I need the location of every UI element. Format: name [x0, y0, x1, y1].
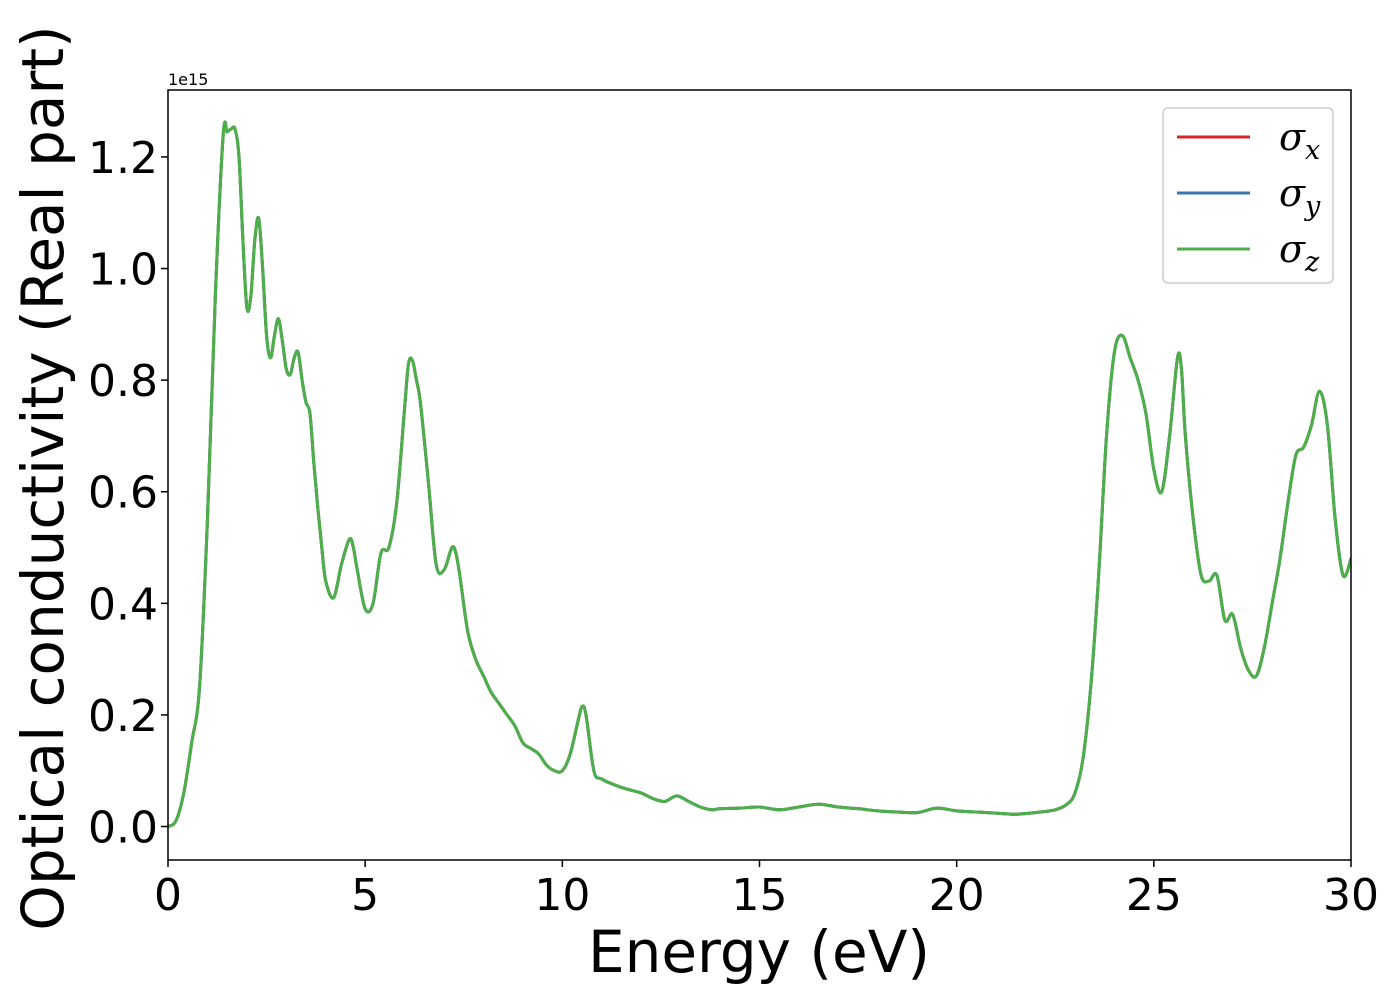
legend-label-y: σy [1279, 171, 1321, 222]
y-tick-label: 0.6 [88, 468, 158, 519]
y-tick-label: 0.8 [88, 356, 158, 407]
y-tick-label: 0.4 [88, 579, 158, 630]
y-tick-label: 1.0 [88, 245, 158, 296]
x-axis-ticks: 0 5 10 15 20 25 30 [154, 860, 1379, 921]
y-axis-ticks: 0.0 0.2 0.4 0.6 0.8 1.0 1.2 [88, 133, 168, 854]
x-tick-label: 10 [534, 870, 590, 921]
x-tick-label: 20 [929, 870, 985, 921]
y-tick-label: 0.2 [88, 691, 158, 742]
legend-frame [1162, 107, 1334, 284]
x-tick-label: 5 [351, 870, 379, 921]
x-tick-label: 15 [732, 870, 788, 921]
legend-label-z: σz [1279, 227, 1320, 278]
series-layer [168, 120, 1351, 829]
y-offset-label: 1e15 [168, 70, 208, 89]
x-tick-label: 25 [1126, 870, 1182, 921]
x-axis-label: Energy (eV) [588, 918, 930, 986]
x-tick-label: 0 [154, 870, 182, 921]
x-tick-label: 30 [1323, 870, 1379, 921]
series-line-z [168, 120, 1351, 829]
y-axis-label: Optical conductivity (Real part) [9, 25, 77, 930]
legend-label-x: σx [1279, 115, 1320, 166]
y-tick-label: 1.2 [88, 133, 158, 184]
y-tick-label: 0.0 [88, 803, 158, 854]
